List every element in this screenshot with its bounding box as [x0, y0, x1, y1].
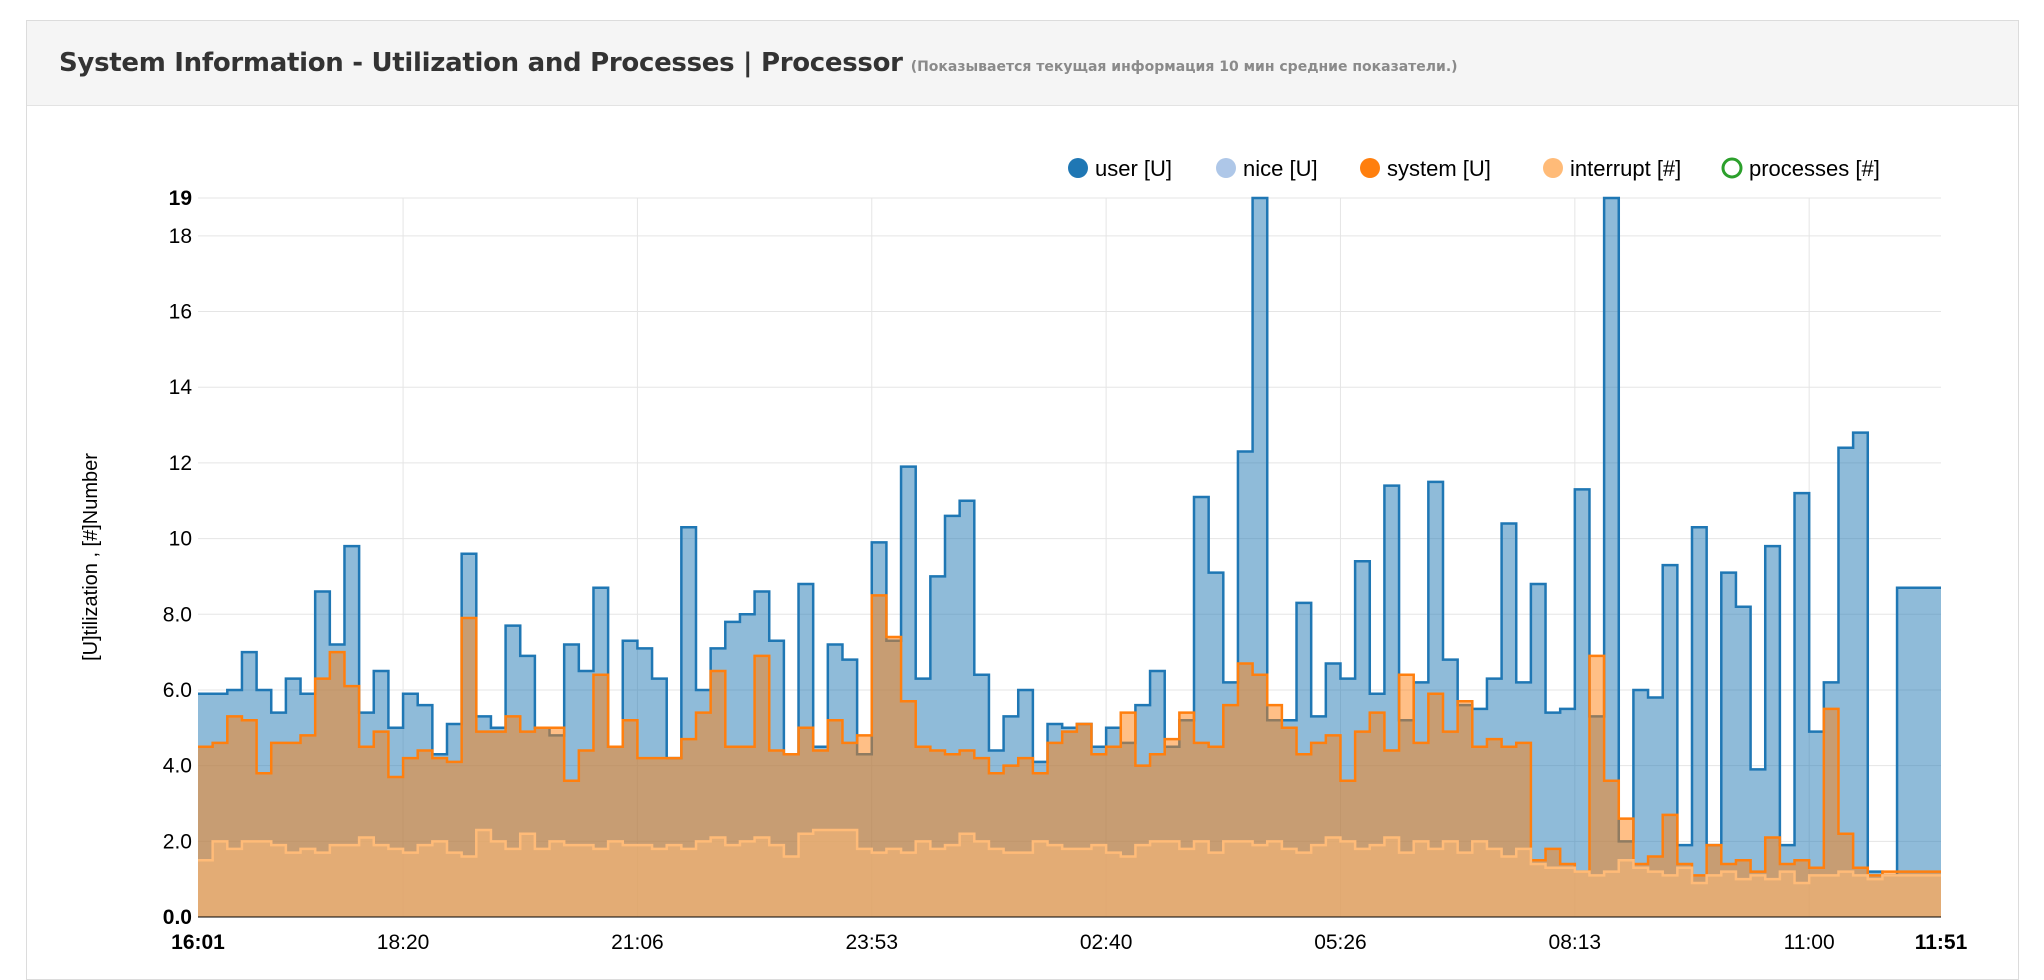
axes: 0.0 2.0 4.0 6.0 8.0 10 12 14 16 18 19 16:01 18:20 21:… [80, 187, 1968, 954]
x-tick-label: 16:01 [171, 931, 225, 954]
legend-label-processes[interactable]: processes [#] [1749, 156, 1880, 181]
y-tick-label: 12 [169, 452, 192, 475]
y-tick-label: 8.0 [163, 603, 192, 626]
y-tick-label: 18 [169, 225, 192, 248]
legend-label-user[interactable]: user [U] [1095, 156, 1172, 181]
panel-subtitle: (Показывается текущая информация 10 мин … [910, 59, 1458, 75]
x-tick-label: 11:51 [1915, 931, 1968, 954]
legend-swatch-user[interactable] [1068, 158, 1088, 178]
legend-label-nice[interactable]: nice [U] [1243, 156, 1318, 181]
legend-label-system[interactable]: system [U] [1387, 156, 1491, 181]
x-tick-label: 23:53 [845, 931, 898, 954]
series-area-interrupt [198, 829, 1941, 917]
x-tick-label: 21:06 [611, 931, 664, 954]
series-areas [198, 196, 1941, 917]
x-tick-label: 11:00 [1784, 931, 1835, 954]
y-tick-label: 4.0 [163, 755, 192, 778]
legend-swatch-nice[interactable] [1216, 158, 1236, 178]
series-line-interrupt [198, 828, 1941, 885]
x-tick-label: 18:20 [377, 931, 430, 954]
legend-swatch-processes[interactable] [1721, 157, 1743, 179]
legend-label-interrupt[interactable]: interrupt [#] [1570, 156, 1681, 181]
y-tick-label: 10 [169, 528, 192, 551]
y-tick-label: 16 [169, 301, 192, 324]
y-tick-label: 0.0 [163, 906, 192, 929]
panel-header: System Information - Utilization and Pro… [27, 21, 2018, 106]
y-axis-title: [U]tilization , [#]Number [80, 453, 102, 661]
y-tick-label: 2.0 [163, 830, 192, 853]
x-tick-label: 05:26 [1314, 931, 1367, 954]
x-tick-label: 08:13 [1549, 931, 1602, 954]
legend-swatch-interrupt[interactable] [1543, 158, 1563, 178]
legend[interactable]: user [U] nice [U] system [U] interrupt [#] p… [1068, 156, 1880, 181]
series-line-user [198, 196, 1941, 877]
series-area-system [198, 595, 1941, 917]
y-tick-label: 6.0 [163, 679, 192, 702]
panel-title: System Information - Utilization and Pro… [59, 48, 903, 78]
x-tick-label: 02:40 [1080, 931, 1133, 954]
legend-swatch-system[interactable] [1360, 158, 1380, 178]
y-tick-label: 19 [169, 187, 192, 210]
y-tick-label: 14 [169, 376, 193, 399]
